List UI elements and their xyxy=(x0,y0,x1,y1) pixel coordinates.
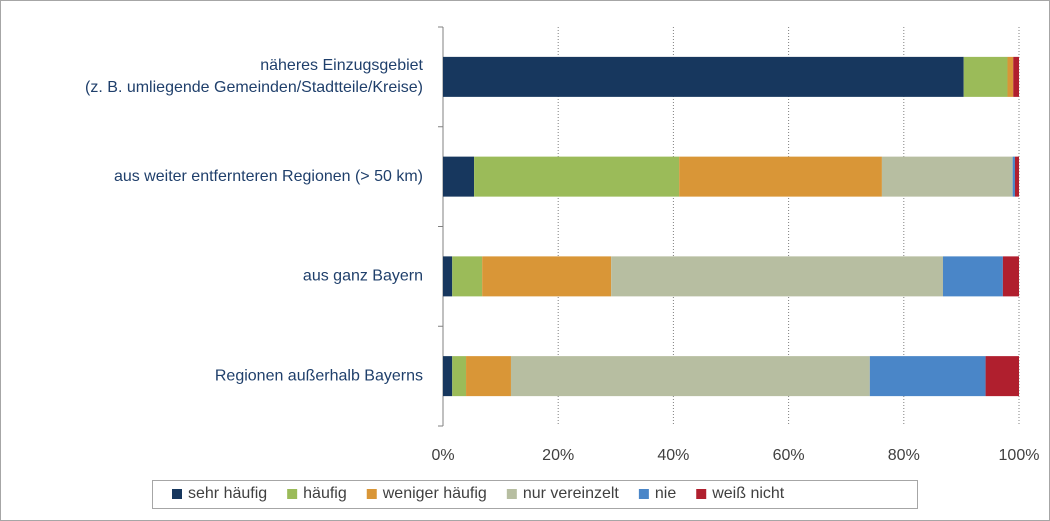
legend-box xyxy=(152,480,918,509)
bar-segment xyxy=(985,356,1019,397)
bar-segment xyxy=(443,256,453,297)
bar-segment xyxy=(869,356,986,397)
x-tick-label: 20% xyxy=(542,447,574,464)
y-tick-label: aus weiter entfernteren Regionen (> 50 k… xyxy=(114,168,423,185)
y-tick-label: näheres Einzugsgebiet xyxy=(260,57,423,74)
legend-swatch xyxy=(696,489,707,499)
bar-segment xyxy=(474,156,680,197)
legend-swatch xyxy=(172,489,182,499)
bar-segment xyxy=(482,256,612,297)
legend-swatch xyxy=(366,489,377,499)
bar-segment xyxy=(963,56,1008,97)
bar-segment xyxy=(466,356,511,397)
bar-segment xyxy=(443,356,453,397)
y-tick-label: aus ganz Bayern xyxy=(303,268,423,285)
x-tick-label: 60% xyxy=(773,447,805,464)
legend-label: sehr häufig xyxy=(188,485,267,502)
bar-segment xyxy=(1014,156,1019,197)
bar-segment xyxy=(611,256,943,297)
bar-segment xyxy=(1012,156,1015,197)
legend-label: häufig xyxy=(303,485,347,502)
x-tick-label: 80% xyxy=(888,447,920,464)
bar-segment xyxy=(1007,56,1014,97)
legend-label: nur vereinzelt xyxy=(523,485,620,502)
legend-swatch xyxy=(506,489,517,499)
x-tick-label: 100% xyxy=(999,447,1040,464)
x-tick-label: 40% xyxy=(657,447,689,464)
y-tick-label: Regionen außerhalb Bayerns xyxy=(215,367,423,384)
y-tick-label: (z. B. umliegende Gemeinden/Stadtteile/K… xyxy=(85,79,423,96)
bar-segment xyxy=(942,256,1003,297)
bar-segment xyxy=(1013,56,1019,97)
bar-segment xyxy=(510,356,870,397)
bar-segment xyxy=(452,256,483,297)
bar-segment xyxy=(881,156,1013,197)
legend-label: weniger häufig xyxy=(382,485,487,502)
legend-label: weiß nicht xyxy=(711,485,785,502)
x-tick-label: 0% xyxy=(431,447,454,464)
legend-swatch xyxy=(638,489,649,499)
bar-segment xyxy=(443,56,964,97)
legend-label: nie xyxy=(655,485,676,502)
bar-segment xyxy=(679,156,882,197)
legend-swatch xyxy=(287,489,298,499)
bar-segment xyxy=(443,156,475,197)
bar-segment xyxy=(452,356,467,397)
bar-segment xyxy=(1002,256,1019,297)
